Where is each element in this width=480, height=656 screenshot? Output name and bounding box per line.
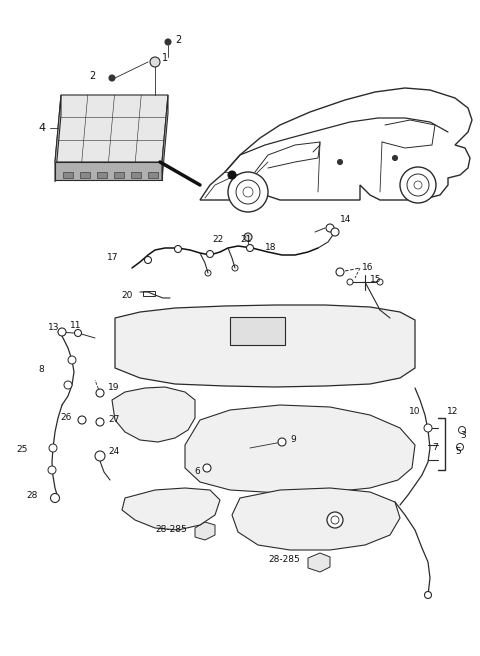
Text: 16: 16 <box>362 264 373 272</box>
Text: 2: 2 <box>175 35 181 45</box>
Text: 5: 5 <box>455 447 461 457</box>
Circle shape <box>95 451 105 461</box>
Circle shape <box>64 381 72 389</box>
Polygon shape <box>200 88 472 200</box>
Circle shape <box>456 443 464 451</box>
Circle shape <box>247 245 253 251</box>
Circle shape <box>96 389 104 397</box>
Polygon shape <box>122 488 220 530</box>
Circle shape <box>244 233 252 241</box>
Circle shape <box>150 57 160 67</box>
Circle shape <box>74 329 82 337</box>
Text: 22: 22 <box>212 236 223 245</box>
Text: 4: 4 <box>38 123 45 133</box>
Bar <box>230 317 285 345</box>
Text: 17: 17 <box>107 253 118 262</box>
Text: 8: 8 <box>38 365 44 375</box>
Circle shape <box>109 75 115 81</box>
Text: 6: 6 <box>194 468 200 476</box>
Circle shape <box>96 418 104 426</box>
Circle shape <box>175 245 181 253</box>
Circle shape <box>337 159 343 165</box>
Bar <box>80 172 90 178</box>
Polygon shape <box>308 553 330 572</box>
Bar <box>148 172 158 178</box>
Bar <box>114 172 124 178</box>
Bar <box>63 172 73 178</box>
Text: 20: 20 <box>121 291 133 300</box>
Polygon shape <box>55 95 61 182</box>
Polygon shape <box>115 305 415 387</box>
Circle shape <box>203 464 211 472</box>
Circle shape <box>68 356 76 364</box>
Circle shape <box>331 228 339 236</box>
Circle shape <box>347 279 353 285</box>
Text: 24: 24 <box>108 447 119 457</box>
Circle shape <box>49 444 57 452</box>
Text: 7: 7 <box>432 443 438 453</box>
Circle shape <box>228 171 236 179</box>
Text: 2: 2 <box>89 71 95 81</box>
Circle shape <box>424 424 432 432</box>
Bar <box>131 172 141 178</box>
Circle shape <box>336 268 344 276</box>
Text: 25: 25 <box>17 445 28 455</box>
Bar <box>143 291 155 296</box>
Polygon shape <box>55 95 168 162</box>
Text: 26: 26 <box>60 413 72 422</box>
Circle shape <box>278 438 286 446</box>
Text: 27: 27 <box>108 415 120 424</box>
Text: 10: 10 <box>408 407 420 417</box>
Circle shape <box>393 155 397 161</box>
Circle shape <box>458 426 466 434</box>
Polygon shape <box>55 162 162 180</box>
Text: 28: 28 <box>26 491 38 499</box>
Bar <box>97 172 107 178</box>
Circle shape <box>78 416 86 424</box>
Circle shape <box>400 167 436 203</box>
Text: 15: 15 <box>370 276 382 285</box>
Circle shape <box>377 279 383 285</box>
Circle shape <box>50 493 60 502</box>
Text: 3: 3 <box>460 430 466 440</box>
Text: 28-285: 28-285 <box>155 525 187 535</box>
Polygon shape <box>232 488 400 550</box>
Text: 9: 9 <box>290 436 296 445</box>
Text: 12: 12 <box>447 407 458 417</box>
Circle shape <box>327 512 343 528</box>
Circle shape <box>58 328 66 336</box>
Circle shape <box>424 592 432 598</box>
Text: 1: 1 <box>162 53 168 63</box>
Text: 13: 13 <box>48 323 60 333</box>
Circle shape <box>228 172 268 212</box>
Text: 11: 11 <box>70 321 82 331</box>
Text: 18: 18 <box>265 243 276 253</box>
Polygon shape <box>185 405 415 493</box>
Polygon shape <box>195 522 215 540</box>
Text: 28-285: 28-285 <box>268 556 300 565</box>
Polygon shape <box>112 387 195 442</box>
Circle shape <box>144 256 152 264</box>
Circle shape <box>48 466 56 474</box>
Polygon shape <box>162 95 168 180</box>
Text: 21: 21 <box>240 236 252 245</box>
Text: 19: 19 <box>108 382 120 392</box>
Circle shape <box>165 39 171 45</box>
Circle shape <box>206 251 214 258</box>
Text: 14: 14 <box>340 216 351 224</box>
